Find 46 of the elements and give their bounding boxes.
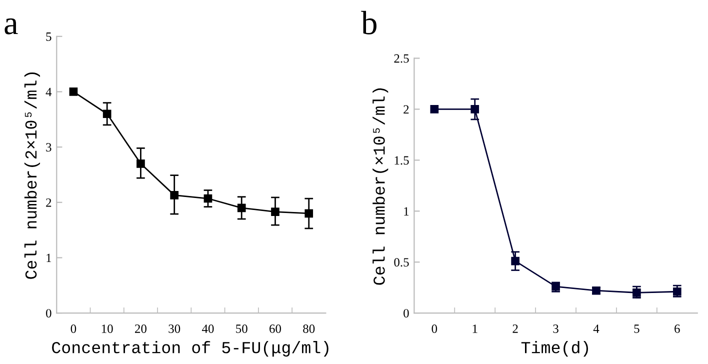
y-tick-label: 1.5 [394, 156, 409, 165]
point [170, 191, 179, 200]
y-tick-label: 0 [46, 309, 52, 318]
point [430, 105, 439, 114]
point [470, 105, 480, 114]
x-tick-label: 6 [674, 324, 680, 333]
x-axis-title: Time(d) [521, 341, 588, 357]
y-tick-label: 2.5 [394, 54, 409, 63]
x-tick-label: 10 [102, 324, 113, 333]
y-tick-label: 3 [46, 143, 52, 152]
x-tick-label: 40 [202, 324, 214, 333]
x-tick-label: 2 [512, 324, 518, 333]
y-tick-label: 1 [46, 254, 52, 262]
x-tick-label: 80 [303, 324, 315, 333]
point [102, 110, 112, 118]
x-tick-label: 3 [553, 324, 558, 333]
chart-title: b [361, 10, 376, 34]
y-axis-title: Cell number(2×10⁵/ml) [24, 72, 40, 279]
x-tick-label: 1 [472, 324, 478, 333]
chart-title: a [4, 18, 18, 34]
x-axis-title: Concentration of 5-FU(μg/ml) [52, 341, 328, 357]
point [304, 209, 314, 218]
x-tick-label: 20 [135, 324, 146, 333]
y-tick-label: 1 [404, 207, 409, 216]
y-tick-label: 0 [404, 309, 409, 318]
x-tick-label: 4 [593, 324, 600, 333]
point [271, 208, 280, 216]
x-tick-label: 0 [70, 324, 76, 333]
point [237, 204, 246, 212]
point [672, 287, 682, 296]
x-tick-label: 60 [270, 324, 282, 333]
point [204, 194, 212, 203]
point [69, 88, 78, 96]
x-tick-label: 30 [168, 324, 180, 333]
x-tick-label: 0 [432, 324, 438, 333]
y-tick-label: 0.5 [394, 258, 409, 267]
point [136, 159, 145, 168]
point [511, 256, 520, 266]
point [632, 288, 641, 297]
y-tick-label: 2 [404, 105, 409, 114]
y-tick-label: 2 [46, 198, 52, 207]
x-tick-label: 50 [236, 324, 248, 333]
y-tick-label: 4 [46, 88, 52, 96]
x-tick-label: 5 [634, 324, 640, 333]
y-tick-label: 5 [46, 32, 52, 41]
y-axis-title: Cell number(×10⁵/ml) [372, 88, 388, 285]
